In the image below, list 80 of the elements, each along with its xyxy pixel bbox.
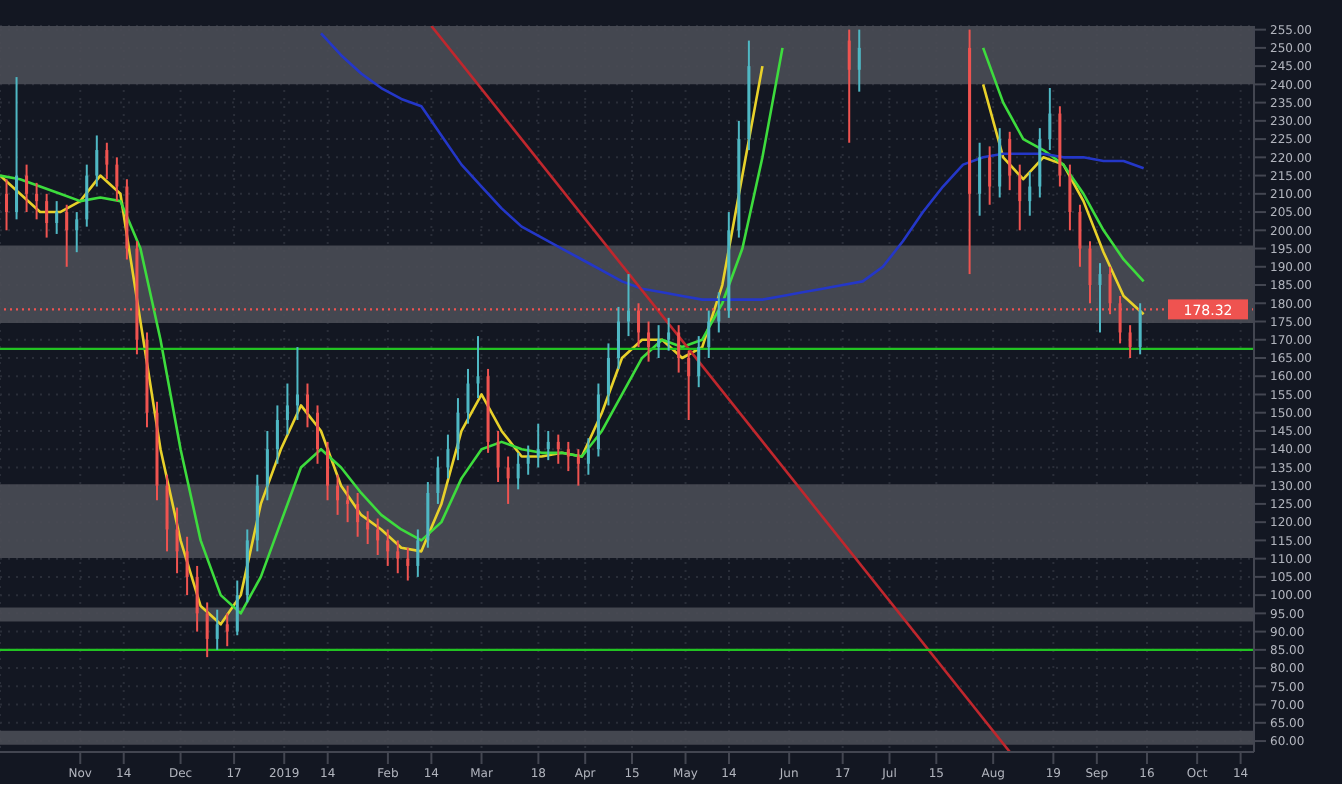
- candlestick: [1008, 130, 1012, 192]
- candlestick: [1068, 163, 1072, 232]
- candlestick: [1098, 262, 1102, 334]
- candlestick: [667, 316, 671, 352]
- candlestick: [516, 451, 520, 491]
- candlestick: [115, 156, 119, 203]
- candlestick: [75, 211, 79, 254]
- candlestick: [95, 134, 99, 188]
- candlestick: [195, 564, 199, 633]
- candlestick: [436, 455, 440, 505]
- candlestick: [205, 601, 209, 659]
- candlestick: [1018, 163, 1022, 232]
- candlestick: [346, 484, 350, 524]
- candlestick: [576, 448, 580, 487]
- candlestick: [336, 473, 340, 516]
- candlestick: [1048, 87, 1052, 152]
- candlestick: [175, 506, 179, 575]
- candlestick: [536, 422, 540, 469]
- candlestick: [426, 481, 430, 549]
- candlestick: [215, 608, 219, 651]
- candlestick: [305, 382, 309, 429]
- candlestick: [356, 491, 360, 538]
- candlestick: [998, 127, 1002, 199]
- candlestick: [847, 28, 851, 144]
- candlestick: [5, 178, 9, 232]
- candlestick: [988, 145, 992, 206]
- candlestick: [295, 346, 299, 422]
- candlestick: [35, 181, 39, 221]
- candlestick: [185, 535, 189, 597]
- candlestick: [978, 141, 982, 217]
- candlestick: [647, 320, 651, 363]
- candlestick: [556, 433, 560, 465]
- candlestick: [1038, 127, 1042, 199]
- candlestick: [546, 429, 550, 462]
- candlestick: [476, 335, 480, 400]
- candlestick: [376, 517, 380, 556]
- candlestick: [446, 433, 450, 480]
- candlestick: [707, 309, 711, 359]
- candlestick: [857, 28, 861, 93]
- candlestick: [657, 324, 661, 359]
- candlestick: [85, 163, 89, 228]
- candlestick: [406, 546, 410, 582]
- candlestick: [285, 382, 289, 436]
- candlestick: [677, 324, 681, 374]
- candlestick: [165, 473, 169, 553]
- candlestick: [65, 203, 69, 268]
- candlestick: [45, 192, 49, 239]
- candlestick: [687, 349, 691, 422]
- candlestick: [456, 397, 460, 462]
- candlestick: [1128, 324, 1132, 359]
- candlestick: [717, 291, 721, 334]
- candlestick: [1138, 302, 1142, 356]
- candlestick: [275, 404, 279, 465]
- candlestick: [225, 612, 229, 648]
- candlestick: [416, 528, 420, 578]
- candlestick: [105, 141, 109, 181]
- candlestick: [396, 539, 400, 575]
- candlestick: [316, 404, 320, 465]
- candlestick: [496, 429, 500, 484]
- candlestick: [25, 163, 29, 214]
- candlestick: [55, 200, 59, 235]
- candlestick: [15, 76, 19, 221]
- candlestick: [1078, 203, 1082, 268]
- candlestick: [235, 579, 239, 637]
- candlestick: [1028, 170, 1032, 217]
- candlestick: [506, 455, 510, 505]
- candlestick: [1088, 240, 1092, 305]
- candlestick: [265, 429, 269, 502]
- line-series: [319, 31, 1145, 301]
- candlestick: [366, 510, 370, 546]
- candlestick: [566, 440, 570, 473]
- candlestick: [616, 305, 620, 370]
- candlestick: [697, 335, 701, 389]
- candlestick: [586, 437, 590, 476]
- candlestick: [326, 440, 330, 502]
- candlestick: [627, 273, 631, 338]
- candlestick: [606, 342, 610, 407]
- candlestick: [466, 367, 470, 425]
- candlestick: [526, 444, 530, 476]
- candlestick: [386, 528, 390, 567]
